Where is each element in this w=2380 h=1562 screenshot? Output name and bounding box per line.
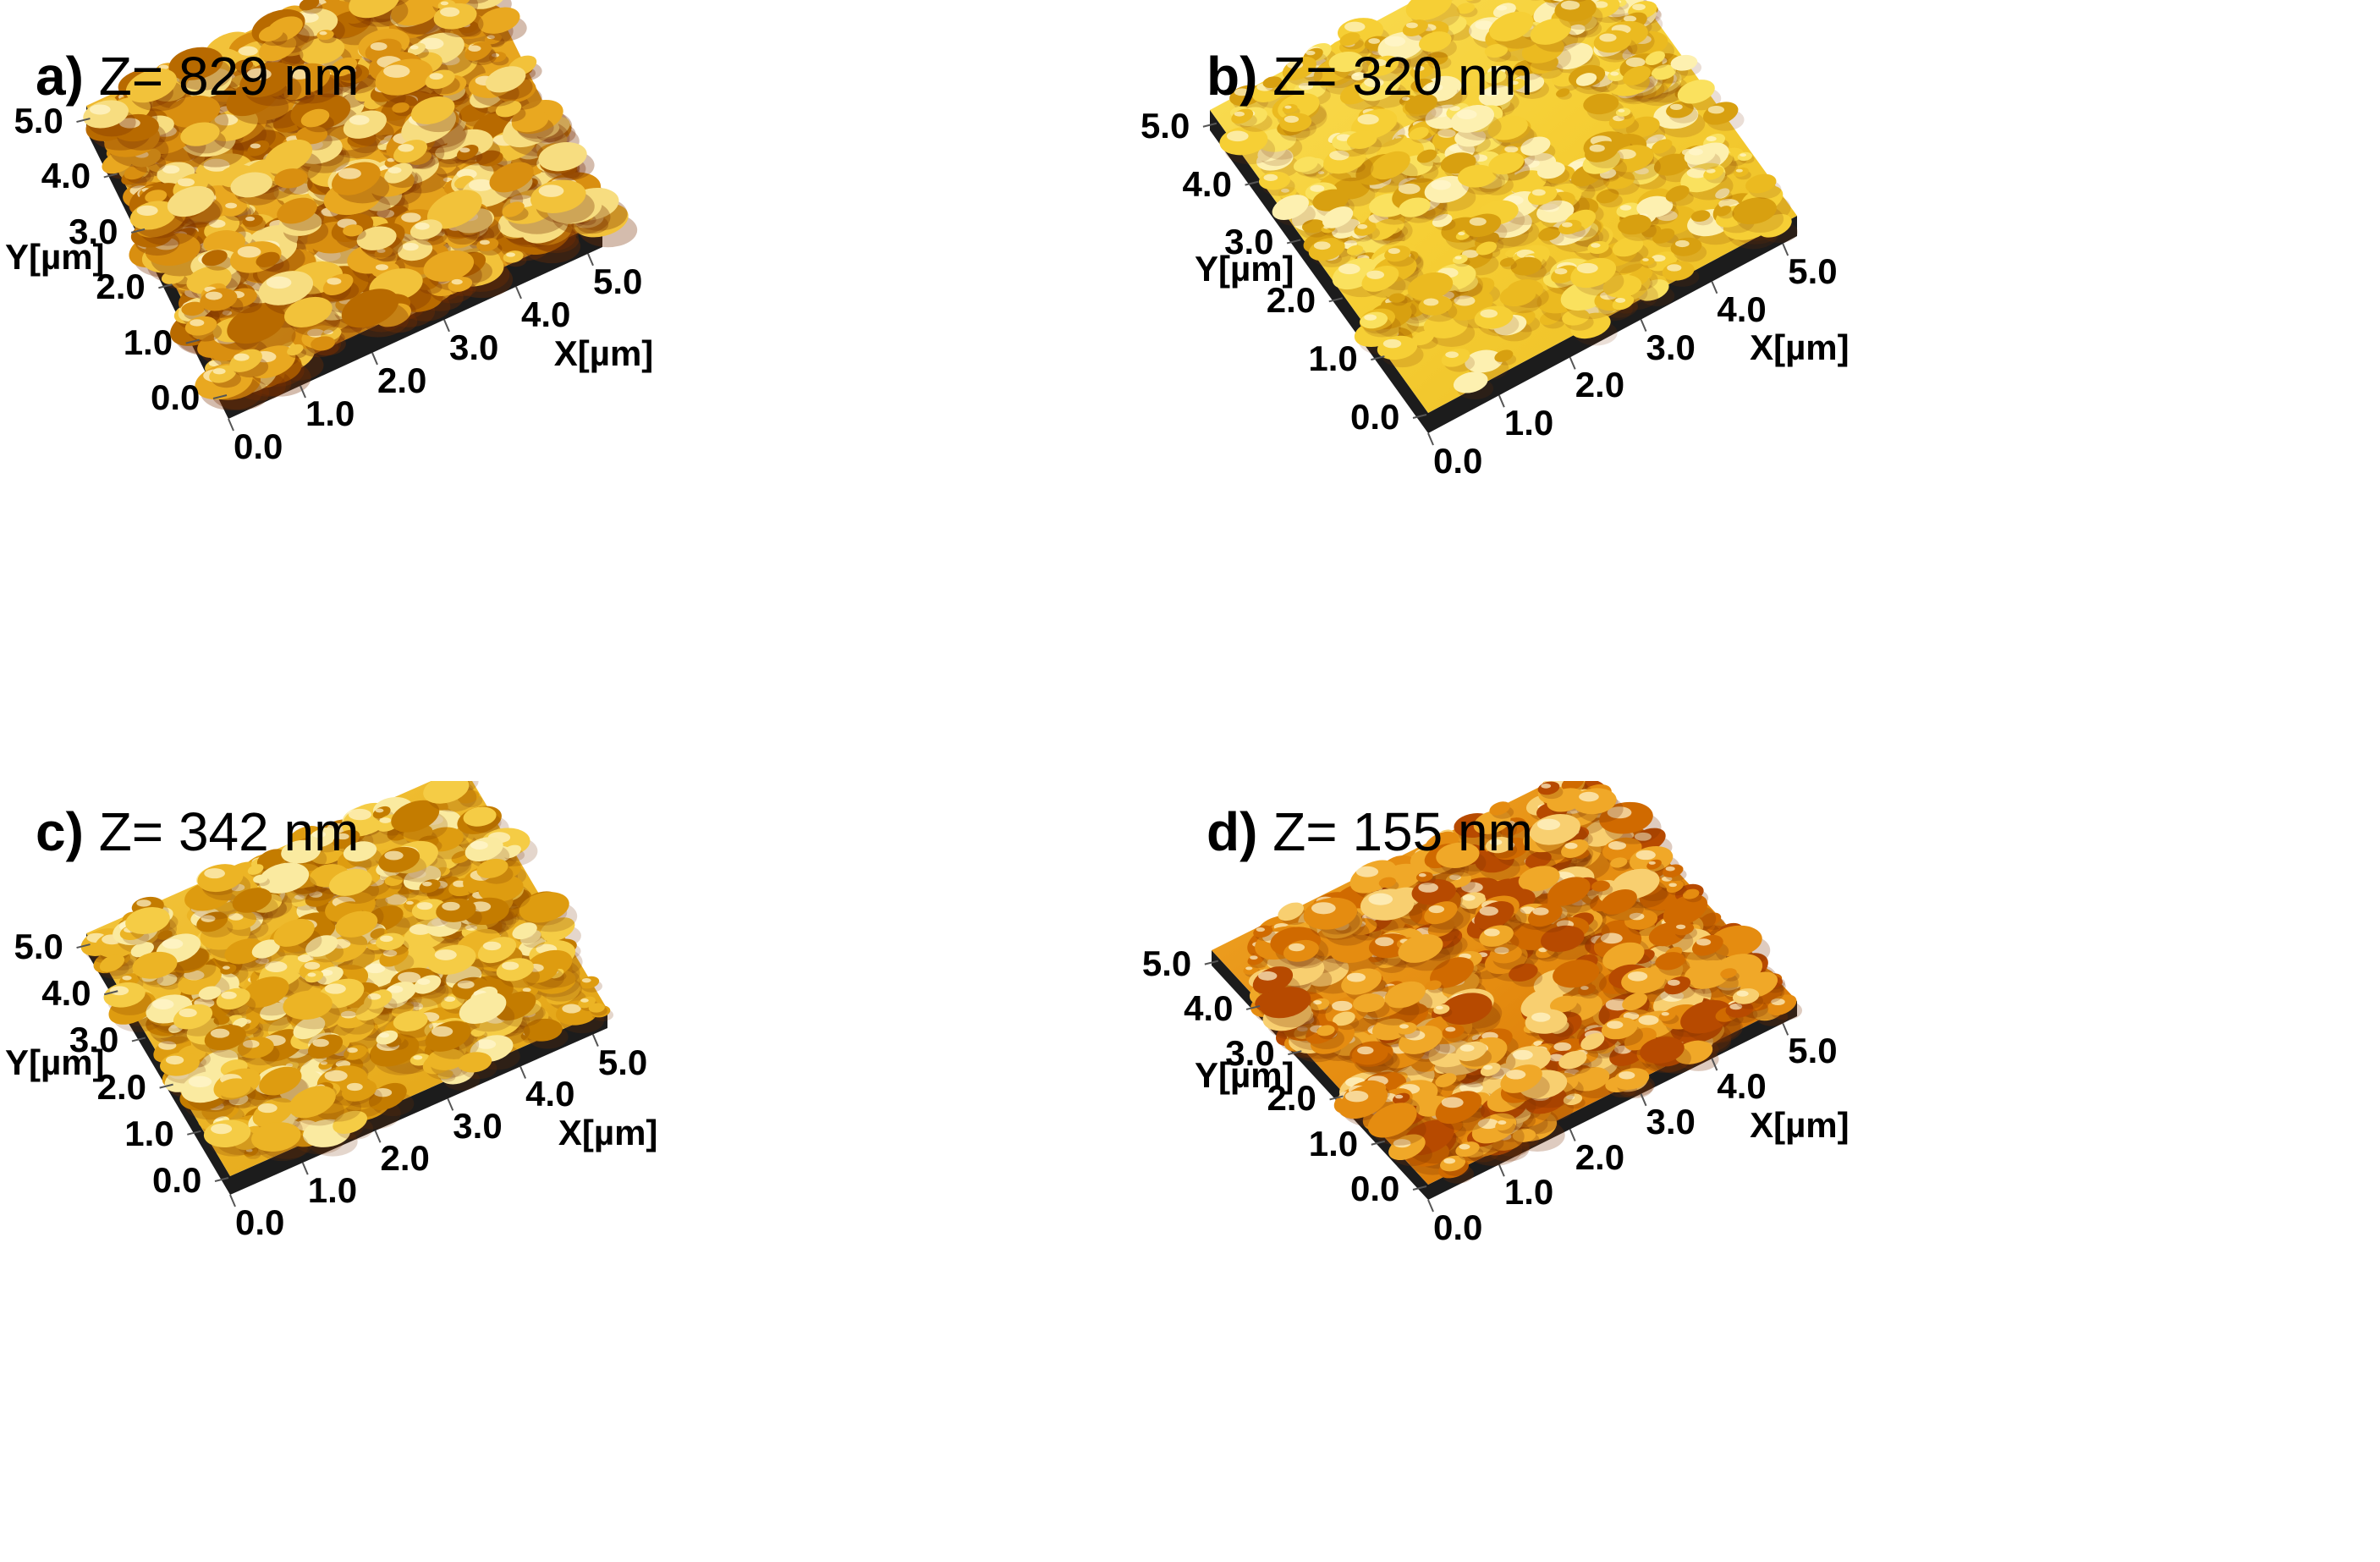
x-tick-label: 3.0 bbox=[449, 327, 499, 367]
x-tick-label: 2.0 bbox=[377, 360, 427, 400]
x-tick-label: 1.0 bbox=[1503, 1172, 1554, 1213]
panel-letter: a) bbox=[36, 46, 84, 107]
x-tick-label: 2.0 bbox=[1575, 365, 1625, 405]
x-axis-label: X[µm] bbox=[553, 333, 654, 373]
y-tick-label: 2.0 bbox=[96, 1066, 146, 1107]
grains bbox=[1219, 0, 1799, 399]
y-tick-label: 3.0 bbox=[1225, 1033, 1275, 1074]
grains bbox=[80, 781, 614, 1162]
x-tick-label: 0.0 bbox=[235, 1202, 285, 1242]
y-tick-label: 1.0 bbox=[1308, 338, 1358, 379]
y-tick-label: 4.0 bbox=[1184, 987, 1234, 1028]
y-axis-label: Y[µm] bbox=[1195, 1054, 1294, 1095]
base-side-front bbox=[228, 222, 602, 419]
x-tick-label: 2.0 bbox=[380, 1138, 430, 1179]
panel-letter: b) bbox=[1206, 46, 1258, 107]
afm-surface-b bbox=[1202, 0, 1799, 446]
y-tick-label: 1.0 bbox=[124, 1113, 174, 1153]
x-axis-label: X[µm] bbox=[1750, 1104, 1850, 1145]
z-range-label: Z= 320 nm bbox=[1272, 46, 1533, 107]
y-tick-label: 1.0 bbox=[123, 322, 173, 362]
panel-title: a) Z= 829 nm bbox=[36, 49, 359, 103]
grains bbox=[83, 0, 638, 410]
y-tick-label: 2.0 bbox=[1267, 1078, 1316, 1119]
y-tick-label: 2.0 bbox=[96, 267, 146, 307]
y-tick-label: 3.0 bbox=[1224, 222, 1274, 262]
x-tick-label: 3.0 bbox=[453, 1106, 503, 1147]
x-tick-label: 1.0 bbox=[307, 1170, 358, 1211]
afm-surface-a bbox=[76, 0, 638, 432]
y-tick-label: 0.0 bbox=[1350, 1169, 1400, 1208]
z-range-label: Z= 155 nm bbox=[1272, 801, 1533, 862]
x-tick-label: 4.0 bbox=[521, 294, 571, 334]
afm-surface-d bbox=[1204, 781, 1803, 1213]
afm-panel-a: a) Z= 829 nm 0.0 1.0 2.0 3.0 4.0 5.0 0.0 1.0 2.0… bbox=[0, 0, 1190, 781]
panel-title: c) Z= 342 nm bbox=[36, 805, 359, 859]
grains bbox=[1243, 781, 1803, 1184]
y-tick-label: 1.0 bbox=[1308, 1123, 1359, 1163]
y-axis-label: Y[µm] bbox=[1195, 249, 1294, 289]
afm-panel-b: b) Z= 320 nm 0.0 1.0 2.0 3.0 4.0 5.0 0.0 1.0 2.0… bbox=[1141, 0, 2379, 781]
base-side-front bbox=[1428, 216, 1797, 433]
y-tick-label: 2.0 bbox=[1266, 280, 1316, 321]
base-side-front bbox=[230, 1009, 607, 1195]
afm-panel-d: d) Z= 155 nm 0.0 1.0 2.0 3.0 4.0 5.0 0.0 1.0 2.0… bbox=[1142, 781, 2379, 1562]
panel-title: d) Z= 155 nm bbox=[1206, 805, 1533, 859]
y-tick-label: 5.0 bbox=[14, 101, 63, 141]
x-tick-label: 1.0 bbox=[1503, 403, 1554, 443]
x-tick-label: 0.0 bbox=[1433, 1207, 1483, 1247]
x-tick-label: 4.0 bbox=[1717, 289, 1767, 329]
z-range-label: Z= 342 nm bbox=[98, 801, 360, 862]
x-tick-label: 2.0 bbox=[1575, 1136, 1625, 1177]
y-tick-label: 0.0 bbox=[1350, 397, 1400, 437]
y-tick-label: 3.0 bbox=[69, 211, 118, 251]
x-tick-label: 5.0 bbox=[597, 1042, 648, 1082]
panel-letter: c) bbox=[36, 801, 84, 862]
y-axis-label: Y[µm] bbox=[5, 1042, 105, 1082]
x-tick-label: 4.0 bbox=[1717, 1066, 1767, 1107]
y-tick-label: 5.0 bbox=[14, 927, 63, 967]
afm-surface-c bbox=[76, 781, 614, 1207]
x-tick-label: 1.0 bbox=[305, 393, 355, 433]
y-tick-label: 4.0 bbox=[41, 156, 91, 196]
x-tick-label: 5.0 bbox=[593, 261, 643, 301]
y-tick-label: 0.0 bbox=[152, 1160, 202, 1200]
y-tick-label: 5.0 bbox=[1141, 943, 1192, 983]
x-tick-label: 0.0 bbox=[1433, 441, 1483, 481]
y-tick-label: 0.0 bbox=[151, 377, 201, 417]
panel-letter: d) bbox=[1206, 801, 1258, 862]
y-tick-label: 3.0 bbox=[69, 1020, 119, 1060]
x-tick-label: 5.0 bbox=[1788, 1031, 1838, 1071]
x-tick-label: 4.0 bbox=[525, 1074, 575, 1114]
afm-panel-c: c) Z= 342 nm 0.0 1.0 2.0 3.0 4.0 5.0 0.0 1.0 2.0… bbox=[0, 781, 1190, 1562]
x-tick-label: 5.0 bbox=[1788, 250, 1838, 291]
y-tick-label: 4.0 bbox=[41, 973, 91, 1014]
z-range-label: Z= 829 nm bbox=[98, 46, 360, 107]
base-side-left bbox=[1210, 110, 1428, 433]
panel-title: b) Z= 320 nm bbox=[1206, 49, 1533, 103]
y-axis-label: Y[µm] bbox=[5, 237, 105, 277]
x-axis-label: X[µm] bbox=[1750, 327, 1850, 368]
x-tick-label: 3.0 bbox=[1646, 327, 1696, 367]
x-axis-label: X[µm] bbox=[558, 1113, 658, 1153]
x-tick-label: 0.0 bbox=[234, 426, 283, 466]
x-tick-label: 3.0 bbox=[1646, 1101, 1696, 1141]
y-tick-label: 5.0 bbox=[1140, 105, 1190, 146]
y-tick-label: 4.0 bbox=[1182, 163, 1232, 204]
